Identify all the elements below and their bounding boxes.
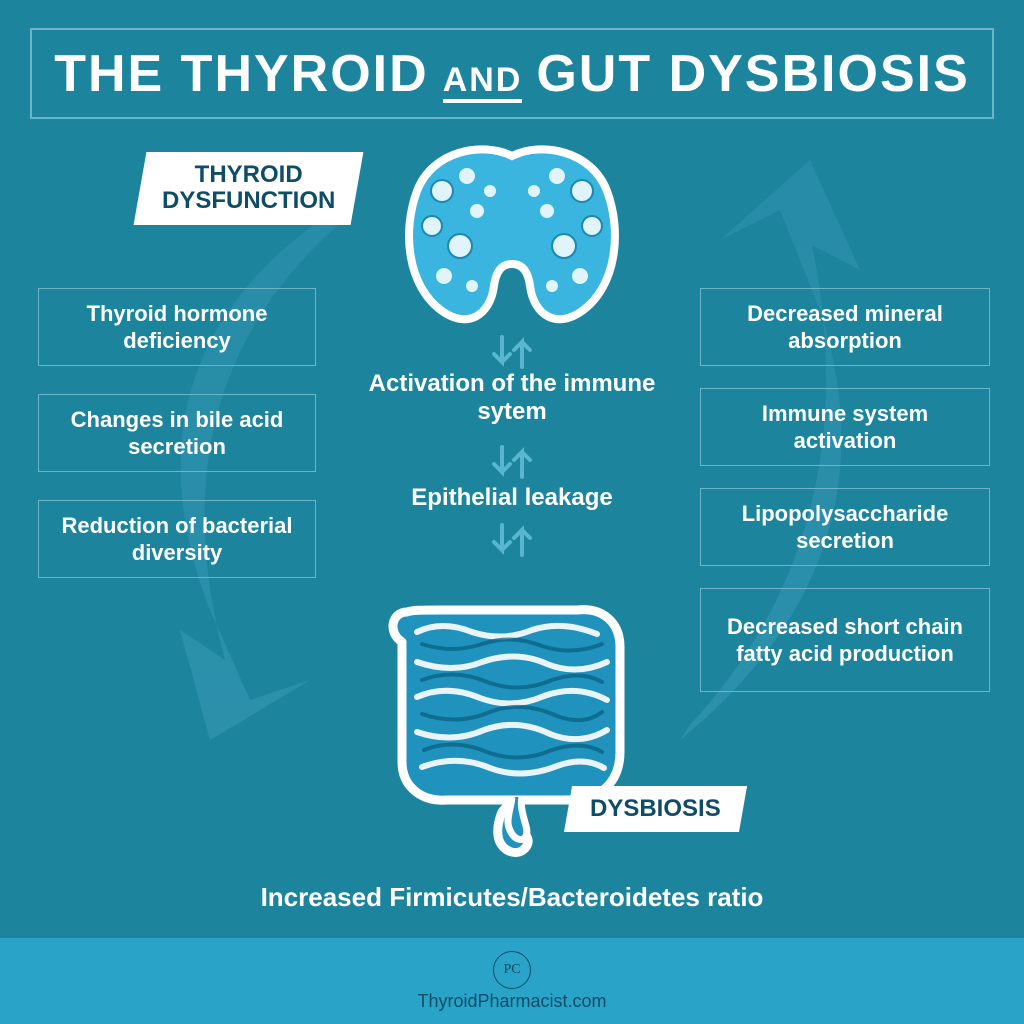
infographic-canvas: THE THYROID AND GUT DYSBIOSIS bbox=[0, 0, 1024, 1024]
bi-arrow-1 bbox=[482, 332, 542, 372]
left-box-bile: Changes in bile acid secretion bbox=[38, 394, 316, 472]
title-part-1: THE THYROID bbox=[54, 48, 428, 100]
right-box-scfa: Decreased short chain fatty acid product… bbox=[700, 588, 990, 692]
thyroid-icon bbox=[372, 136, 652, 346]
bottom-caption: Increased Firmicutes/Bacteroidetes ratio bbox=[0, 882, 1024, 913]
left-box-diversity: Reduction of bacterial diversity bbox=[38, 500, 316, 578]
main-title: THE THYROID AND GUT DYSBIOSIS bbox=[54, 48, 970, 103]
right-box-lps: Lipopolysaccharide secretion bbox=[700, 488, 990, 566]
thyroid-dysfunction-badge: THYROID DYSFUNCTION bbox=[134, 152, 364, 225]
center-label-epithelial: Epithelial leakage bbox=[362, 484, 662, 512]
badge-top-l1: THYROID bbox=[162, 162, 335, 188]
brand-logo-icon: PC bbox=[493, 951, 531, 989]
right-box-immune: Immune system activation bbox=[700, 388, 990, 466]
bi-arrow-2 bbox=[482, 442, 542, 482]
badge-top-l2: DYSFUNCTION bbox=[162, 188, 335, 214]
title-part-2: GUT DYSBIOSIS bbox=[536, 48, 969, 100]
dysbiosis-badge: DYSBIOSIS bbox=[564, 786, 747, 832]
center-label-immune: Activation of the immune sytem bbox=[362, 370, 662, 426]
bi-arrow-3 bbox=[482, 520, 542, 560]
title-frame: THE THYROID AND GUT DYSBIOSIS bbox=[30, 28, 994, 119]
left-box-hormone: Thyroid hormone deficiency bbox=[38, 288, 316, 366]
footer-site: ThyroidPharmacist.com bbox=[417, 991, 606, 1012]
footer-bar: PC ThyroidPharmacist.com bbox=[0, 938, 1024, 1024]
right-box-mineral: Decreased mineral absorption bbox=[700, 288, 990, 366]
title-part-and: AND bbox=[443, 63, 523, 103]
badge-bottom-l1: DYSBIOSIS bbox=[590, 796, 721, 822]
